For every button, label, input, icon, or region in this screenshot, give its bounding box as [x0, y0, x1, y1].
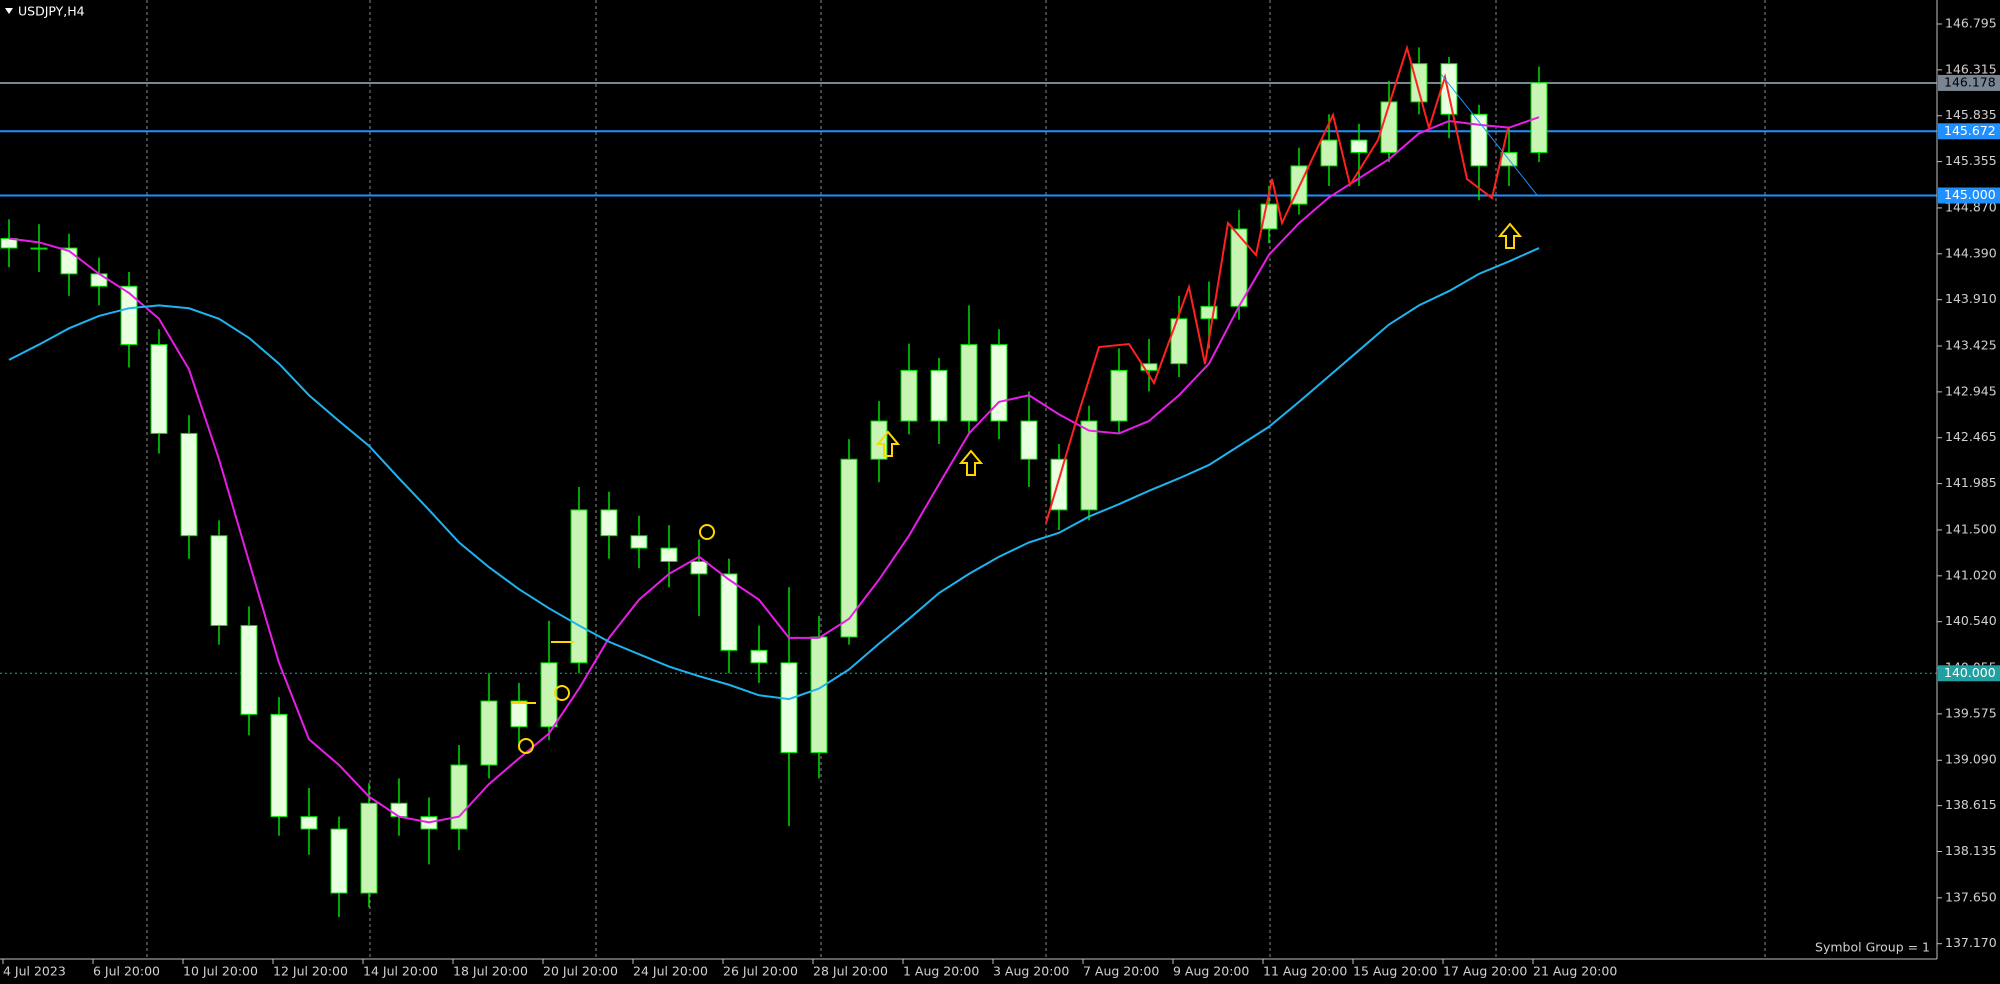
x-tick-label: 20 Jul 20:00 — [543, 964, 618, 979]
level-label-bg — [1938, 123, 2000, 140]
candle-body — [810, 636, 828, 754]
candle-body — [930, 369, 948, 422]
candle-body — [480, 700, 498, 766]
candle-body — [300, 816, 318, 830]
candle-body — [900, 369, 918, 422]
candle-body — [1470, 113, 1488, 167]
candle-body — [1020, 420, 1038, 460]
candle-body — [30, 247, 48, 250]
candle-body — [780, 662, 798, 754]
x-tick-label: 18 Jul 20:00 — [453, 964, 528, 979]
y-tick-label: 138.135 — [1945, 843, 1997, 858]
candle-body — [210, 535, 228, 627]
x-tick-label: 24 Jul 20:00 — [633, 964, 708, 979]
x-tick-label: 6 Jul 20:00 — [93, 964, 160, 979]
x-tick-label: 21 Aug 20:00 — [1533, 964, 1617, 979]
vertical-grid — [146, 0, 1766, 959]
candle-body — [870, 420, 888, 460]
candle-body — [600, 509, 618, 537]
candle-body — [1140, 363, 1158, 371]
level-label-bg — [1938, 187, 2000, 204]
x-tick-label: 26 Jul 20:00 — [723, 964, 798, 979]
candle-body — [1380, 101, 1398, 154]
candle-body — [90, 273, 108, 287]
chart-title: USDJPY,H4 — [18, 4, 85, 19]
candle-body — [1260, 203, 1278, 230]
level-label: 146.178 — [1944, 74, 1996, 89]
y-tick-label: 144.390 — [1945, 245, 1997, 260]
y-tick-label: 141.500 — [1945, 521, 1997, 536]
x-tick-label: 17 Aug 20:00 — [1443, 964, 1527, 979]
y-tick-label: 146.795 — [1945, 15, 1997, 30]
y-tick-label: 142.945 — [1945, 383, 1997, 398]
candle-body — [1080, 420, 1098, 511]
candle-body — [180, 432, 198, 537]
candle-body — [1200, 305, 1218, 320]
candle-body — [1320, 139, 1338, 167]
candle-body — [570, 509, 588, 664]
candle-body — [630, 535, 648, 549]
candle-body — [720, 573, 738, 651]
y-tick-label: 137.170 — [1945, 935, 1997, 950]
y-tick-label: 145.835 — [1945, 107, 1997, 122]
candle-body — [840, 458, 858, 638]
y-tick-label: 137.650 — [1945, 889, 1997, 904]
x-tick-label: 28 Jul 20:00 — [813, 964, 888, 979]
candle-body — [1410, 63, 1428, 103]
x-tick-label: 4 Jul 2023 — [3, 964, 66, 979]
candle-body — [1500, 152, 1518, 167]
candle-body — [390, 802, 408, 818]
candle-body — [660, 547, 678, 562]
x-tick-label: 14 Jul 20:00 — [363, 964, 438, 979]
candle-body — [360, 802, 378, 894]
candle-body — [450, 764, 468, 830]
candle-body — [690, 560, 708, 575]
x-tick-label: 1 Aug 20:00 — [903, 964, 979, 979]
candle-body — [1290, 165, 1308, 205]
x-tick-label: 11 Aug 20:00 — [1263, 964, 1347, 979]
candle-body — [270, 713, 288, 818]
y-tick-label: 143.910 — [1945, 291, 1997, 306]
y-tick-label: 146.315 — [1945, 61, 1997, 76]
candle-body — [330, 828, 348, 894]
level-label: 140.000 — [1944, 665, 1996, 680]
menu-triangle — [5, 8, 13, 14]
candle-body — [150, 344, 168, 434]
candle-body — [1050, 458, 1068, 511]
y-tick-label: 143.425 — [1945, 338, 1997, 353]
y-tick-label: 139.575 — [1945, 705, 1997, 720]
x-tick-label: 3 Aug 20:00 — [993, 964, 1069, 979]
level-label: 145.000 — [1944, 187, 1996, 202]
candle-body — [510, 700, 528, 728]
x-tick-label: 7 Aug 20:00 — [1083, 964, 1159, 979]
x-tick-label: 12 Jul 20:00 — [273, 964, 348, 979]
candle-body — [540, 662, 558, 728]
y-tick-label: 142.465 — [1945, 429, 1997, 444]
candle-body — [1170, 318, 1188, 365]
x-tick-label: 10 Jul 20:00 — [183, 964, 258, 979]
y-tick-label: 139.090 — [1945, 752, 1997, 767]
x-tick-label: 15 Aug 20:00 — [1353, 964, 1437, 979]
candle-body — [1110, 369, 1128, 422]
candle-body — [120, 285, 138, 346]
y-tick-label: 140.540 — [1945, 613, 1997, 628]
x-tick-label: 9 Aug 20:00 — [1173, 964, 1249, 979]
level-label-bg — [1938, 665, 2000, 682]
candle-body — [1440, 63, 1458, 115]
y-tick-label: 141.020 — [1945, 567, 1997, 582]
candle-body — [240, 625, 258, 715]
y-tick-label: 145.355 — [1945, 153, 1997, 168]
candle-body — [960, 344, 978, 422]
footer-text: Symbol Group = 1 — [1815, 940, 1930, 955]
level-label: 145.672 — [1944, 123, 1996, 138]
level-label-bg — [1938, 74, 2000, 91]
candle-body — [990, 344, 1008, 422]
y-tick-label: 138.615 — [1945, 797, 1997, 812]
candle-body — [1350, 139, 1368, 154]
candle-body — [750, 649, 768, 664]
y-tick-label: 141.985 — [1945, 475, 1997, 490]
